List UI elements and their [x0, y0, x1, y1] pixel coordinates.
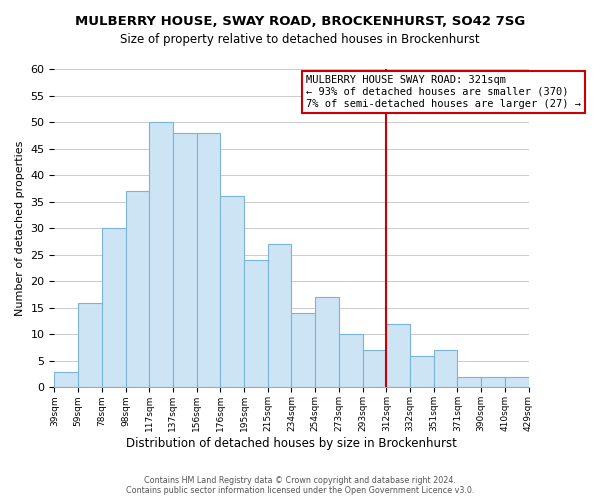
Bar [55, 372, 78, 388]
Bar [78, 302, 102, 388]
Bar [481, 377, 505, 388]
Bar [220, 196, 244, 388]
Text: Size of property relative to detached houses in Brockenhurst: Size of property relative to detached ho… [120, 32, 480, 46]
Bar [244, 260, 268, 388]
Bar [410, 356, 434, 388]
Bar [197, 132, 220, 388]
Text: MULBERRY HOUSE SWAY ROAD: 321sqm
← 93% of detached houses are smaller (370)
7% o: MULBERRY HOUSE SWAY ROAD: 321sqm ← 93% o… [306, 76, 581, 108]
Bar [173, 132, 197, 388]
Bar [292, 313, 315, 388]
Bar [268, 244, 292, 388]
Bar [125, 191, 149, 388]
Text: Contains HM Land Registry data © Crown copyright and database right 2024.
Contai: Contains HM Land Registry data © Crown c… [126, 476, 474, 495]
X-axis label: Distribution of detached houses by size in Brockenhurst: Distribution of detached houses by size … [126, 437, 457, 450]
Text: MULBERRY HOUSE, SWAY ROAD, BROCKENHURST, SO42 7SG: MULBERRY HOUSE, SWAY ROAD, BROCKENHURST,… [75, 15, 525, 28]
Bar [505, 377, 529, 388]
Bar [315, 297, 339, 388]
Bar [149, 122, 173, 388]
Bar [102, 228, 125, 388]
Bar [339, 334, 362, 388]
Bar [457, 377, 481, 388]
Bar [362, 350, 386, 388]
Bar [434, 350, 457, 388]
Y-axis label: Number of detached properties: Number of detached properties [15, 140, 25, 316]
Bar [386, 324, 410, 388]
